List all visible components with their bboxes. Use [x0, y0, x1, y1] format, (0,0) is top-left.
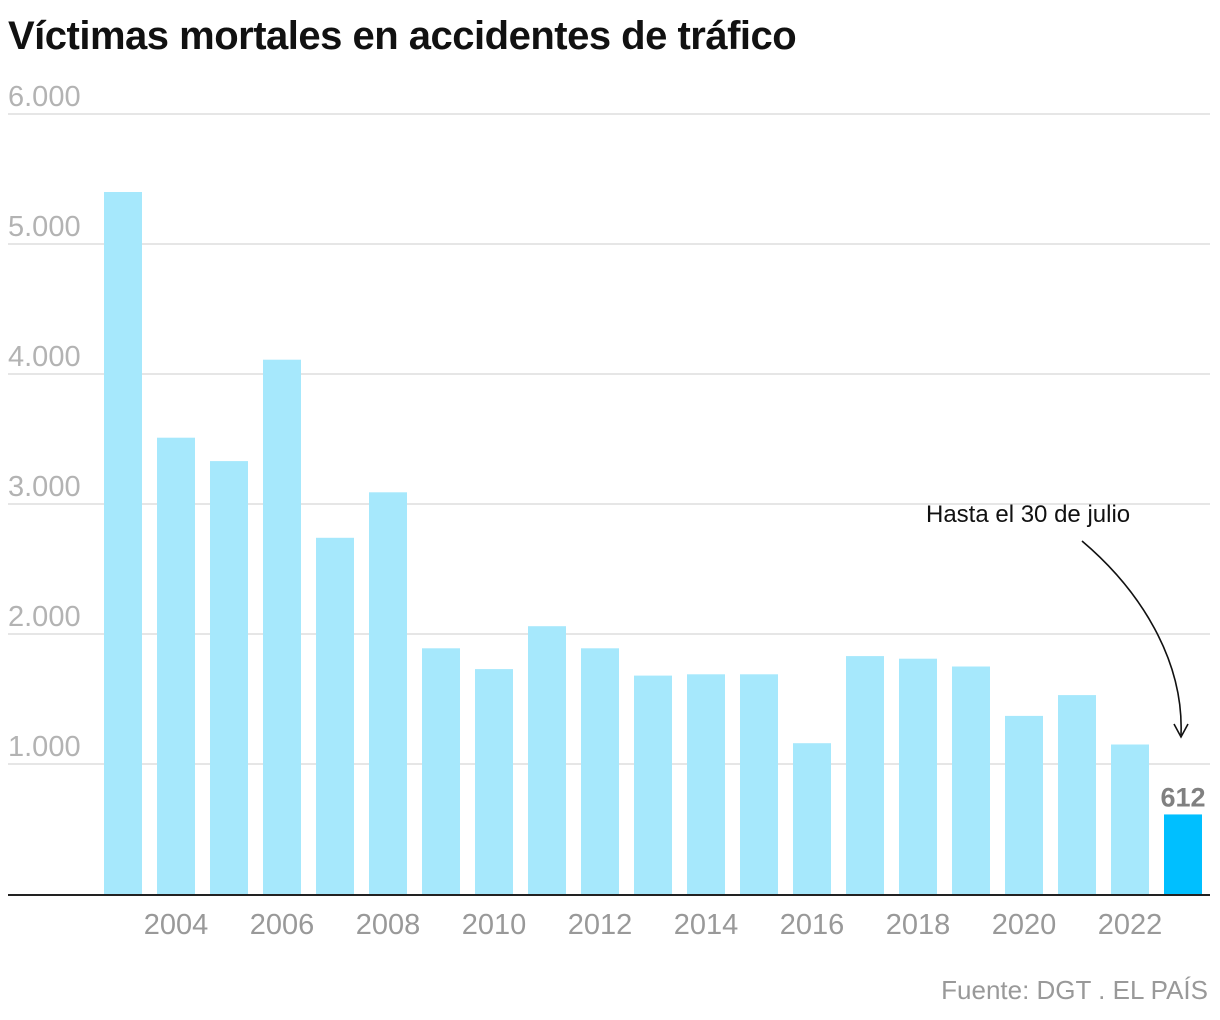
x-tick-label: 2022 — [1098, 909, 1163, 941]
x-tick-label: 2020 — [992, 909, 1057, 941]
x-tick-label: 2008 — [356, 909, 421, 941]
bar-2005 — [210, 461, 248, 894]
annotation-group: Hasta el 30 de julio — [926, 501, 1189, 739]
bar-2014 — [687, 674, 725, 894]
source-note: Fuente: DGT . EL PAÍS — [941, 975, 1208, 1005]
bar-2011 — [528, 626, 566, 894]
bar-2009 — [422, 648, 460, 894]
bar-2015 — [740, 674, 778, 894]
y-tick-label: 1.000 — [8, 731, 81, 763]
y-tick-label: 4.000 — [8, 341, 81, 373]
y-tick-label: 3.000 — [8, 471, 81, 503]
bar-2023 — [1164, 814, 1202, 894]
y-tick-label: 2.000 — [8, 601, 81, 633]
y-axis-ticks: 1.000 2.000 3.000 4.000 5.000 6.000 — [8, 81, 81, 763]
bar-2006 — [263, 359, 301, 894]
x-tick-label: 2006 — [250, 909, 315, 941]
annotation-arrowhead — [1173, 723, 1189, 739]
value-label: 612 — [1160, 782, 1205, 812]
bar-2018 — [899, 658, 937, 894]
bar-2017 — [846, 656, 884, 894]
x-tick-label: 2014 — [674, 909, 739, 941]
x-tick-label: 2016 — [780, 909, 845, 941]
bar-2022 — [1111, 744, 1149, 894]
bar-2019 — [952, 666, 990, 894]
x-tick-label: 2010 — [462, 909, 527, 941]
x-tick-label: 2018 — [886, 909, 951, 941]
x-tick-label: 2012 — [568, 909, 633, 941]
bar-2010 — [475, 669, 513, 894]
bar-2003 — [104, 192, 142, 894]
bar-2021 — [1058, 695, 1096, 894]
chart-title: Víctimas mortales en accidentes de tráfi… — [8, 14, 797, 58]
y-tick-label: 6.000 — [8, 81, 81, 113]
bar-2012 — [581, 648, 619, 894]
x-tick-label: 2004 — [144, 909, 209, 941]
bar-2016 — [793, 743, 831, 894]
grid-lines — [8, 113, 1210, 765]
bar-2007 — [316, 537, 354, 894]
x-axis-ticks: 2004 2006 2008 2010 2012 2014 2016 2018 2020 2022 — [144, 909, 1163, 941]
bar-2013 — [634, 675, 672, 894]
bars: 612 — [104, 192, 1206, 894]
bar-2008 — [369, 492, 407, 894]
bar-2020 — [1005, 715, 1043, 894]
annotation-arrow — [1081, 540, 1182, 736]
y-tick-label: 5.000 — [8, 211, 81, 243]
bar-2004 — [157, 437, 195, 894]
annotation-text: Hasta el 30 de julio — [926, 501, 1130, 528]
